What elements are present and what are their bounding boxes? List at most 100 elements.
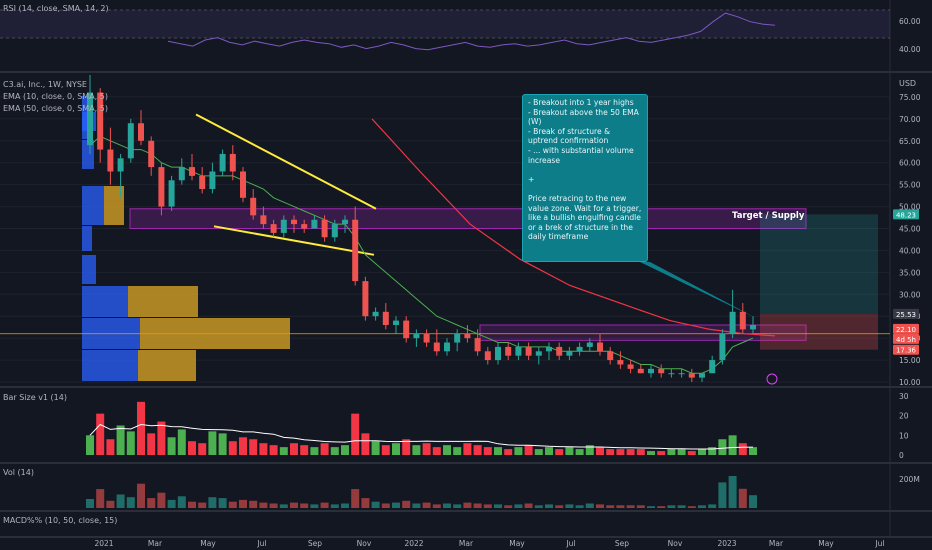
volume-bar — [116, 494, 125, 508]
ema10-line — [89, 135, 754, 374]
volume-bar — [218, 498, 227, 508]
price-tick-label: 10.00 — [899, 378, 921, 387]
volume-profile-bar — [82, 350, 138, 381]
candle-body — [658, 368, 665, 374]
price-tag — [893, 323, 919, 334]
candle-body — [382, 311, 389, 325]
candle-body — [311, 219, 318, 229]
candle-body — [393, 320, 399, 325]
barsize-bar — [524, 445, 533, 455]
barsize-bar — [606, 449, 615, 455]
volume-bar — [534, 505, 543, 508]
candle-body — [138, 123, 144, 141]
volume-bar — [432, 504, 441, 508]
ticker-legend: C3.ai, Inc., 1W, NYSE — [3, 80, 87, 89]
barsize-bar — [422, 443, 431, 455]
candle-body — [97, 92, 104, 150]
target-zone — [760, 214, 878, 314]
volume-bar — [514, 504, 523, 508]
candle-body — [535, 351, 542, 356]
candle-body — [280, 219, 287, 233]
candle-body — [627, 364, 634, 369]
candle-body — [342, 219, 348, 225]
volume-bar — [402, 500, 411, 508]
barsize-bar — [86, 435, 94, 455]
candle-body — [586, 342, 593, 347]
barsize-bar — [616, 449, 625, 455]
candle-body — [229, 153, 236, 172]
volume-bar — [239, 499, 247, 508]
barsize-bar — [147, 433, 156, 455]
candle-body — [240, 171, 246, 198]
volume-bar — [483, 504, 492, 508]
barsize-bar — [279, 447, 288, 455]
barsize-bar — [483, 447, 492, 455]
time-axis-label: Mar — [148, 539, 163, 548]
barsize-bar — [626, 449, 635, 455]
volume-bar — [290, 502, 298, 508]
barsize-bar — [565, 447, 574, 455]
barsize-bar — [381, 445, 390, 455]
time-axis-label: Jul — [874, 539, 884, 548]
volume-bar — [698, 505, 706, 508]
barsize-bar — [371, 441, 380, 455]
barsize-bar — [738, 443, 747, 455]
barsize-bar — [473, 445, 482, 455]
price-tag-label: 4d 5h — [896, 336, 916, 344]
price-tag — [893, 209, 919, 220]
barsize-bar — [402, 439, 411, 455]
candle-body — [199, 175, 206, 190]
callout-pointer — [640, 262, 756, 318]
annotation-callout[interactable]: - Breakout into 1 year highs - Breakout … — [522, 94, 648, 262]
volume-bar — [453, 504, 462, 508]
volume-bar — [575, 505, 584, 508]
volume-bar — [310, 504, 319, 508]
barsize-bar — [534, 449, 543, 455]
barsize-bar — [494, 447, 502, 455]
barsize-bar — [514, 447, 523, 455]
barsize-bar — [137, 401, 145, 455]
barsize-bar — [361, 433, 370, 455]
barsize-bar — [443, 445, 451, 455]
volume-bar — [341, 503, 349, 508]
price-tick-label: 15.00 — [899, 356, 921, 365]
barsize-legend: Bar Size v1 (14) — [3, 393, 67, 402]
volume-bar — [463, 502, 472, 508]
barsize-bar — [718, 439, 727, 455]
volume-bar — [300, 503, 309, 508]
candle-body — [189, 167, 195, 176]
volume-bar — [259, 502, 268, 508]
barsize-bar — [198, 443, 207, 455]
candle-body — [607, 351, 614, 361]
barsize-tick-label: 30 — [899, 392, 909, 401]
candle-body — [464, 333, 471, 339]
volume-bar — [677, 505, 686, 508]
price-tag-label: 48.23 — [896, 211, 916, 219]
time-axis-label: 2022 — [404, 539, 423, 548]
volume-bar — [320, 502, 329, 508]
candle-body — [576, 346, 583, 352]
barsize-bar — [657, 451, 666, 455]
volume-bar — [443, 503, 451, 508]
price-tick-label: 35.00 — [899, 268, 921, 277]
volume-bar — [749, 495, 757, 508]
volume-bar — [167, 499, 176, 508]
barsize-bar — [463, 443, 472, 455]
candle-body — [219, 153, 226, 172]
volume-profile-bar — [128, 286, 198, 317]
volume-bar — [687, 506, 696, 508]
volume-bar — [596, 504, 604, 508]
price-tag-label: 17.36 — [896, 347, 917, 355]
volume-bar — [606, 505, 615, 508]
volume-bar — [738, 488, 747, 508]
candle-body — [127, 123, 134, 159]
price-tag — [893, 308, 919, 319]
time-axis-label: Sep — [615, 539, 629, 548]
time-axis-label: Jul — [256, 539, 266, 548]
candle-body — [566, 351, 573, 356]
barsize-bar — [555, 449, 564, 455]
price-tick-label: 50.00 — [899, 203, 921, 212]
volume-bar — [381, 503, 390, 508]
candle-body — [250, 197, 257, 216]
